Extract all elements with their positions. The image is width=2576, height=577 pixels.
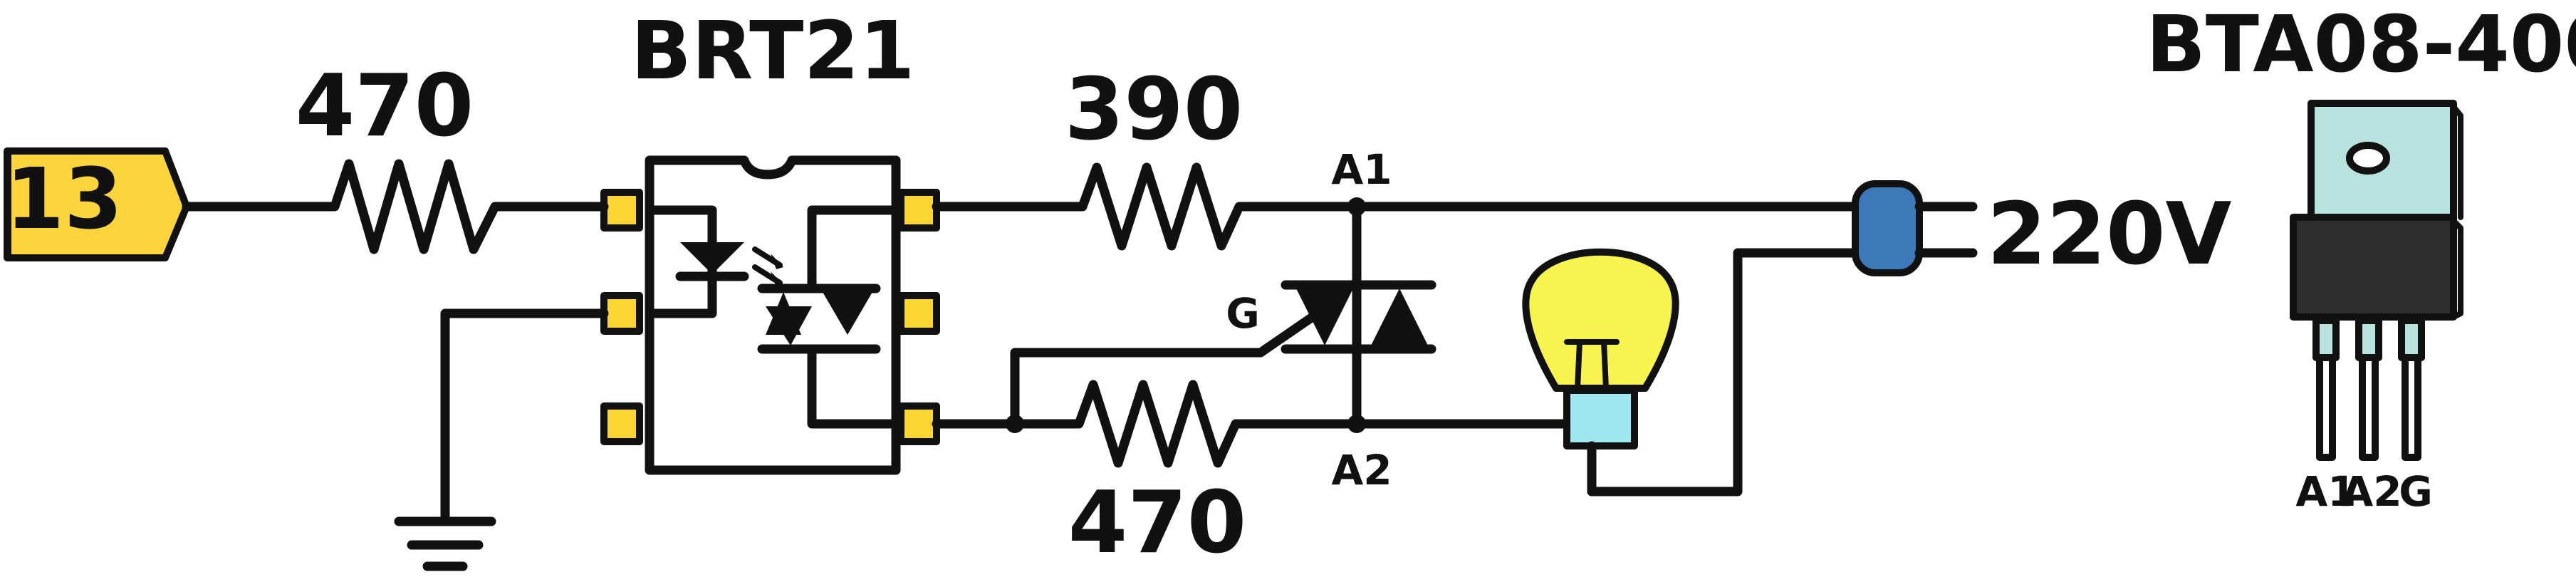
input-pin-label: 13 — [6, 150, 122, 248]
input-resistor-value: 470 — [296, 57, 474, 156]
triac-package-drawing: BTA08-400 A1 A2 G — [2146, 0, 2576, 516]
opto-pin-6 — [897, 189, 940, 232]
triac-symbol: A1 G A2 — [1226, 145, 1436, 494]
lamp — [1522, 248, 1679, 497]
optocoupler-brt21: BRT21 — [440, 5, 940, 518]
input-resistor: 470 — [182, 57, 603, 254]
series-resistor: 390 — [932, 61, 1362, 251]
triac-gate-label: G — [1226, 289, 1260, 338]
series-resistor-value: 390 — [1065, 61, 1243, 160]
opto-pin-4 — [897, 402, 940, 445]
opto-pin-3 — [600, 402, 643, 445]
package-pin-a1: A1 — [2295, 467, 2356, 516]
optocoupler-part-label: BRT21 — [631, 5, 915, 98]
gate-resistor: 470 — [932, 348, 1362, 573]
opto-pin-1 — [600, 189, 643, 232]
package-pin-a2: A2 — [2341, 467, 2402, 516]
gate-resistor-value: 470 — [1068, 474, 1247, 573]
package-title: BTA08-400 — [2146, 0, 2576, 90]
ground-symbol — [394, 472, 496, 571]
triac-a1-label: A1 — [1331, 145, 1392, 194]
opto-pin-5 — [897, 292, 940, 335]
mains-voltage-label: 220V — [1987, 185, 2231, 284]
mains-plug: 220V — [1852, 180, 2231, 284]
package-pin-g: G — [2399, 467, 2433, 516]
opto-pin-2 — [600, 292, 643, 335]
triac-a2-label: A2 — [1331, 446, 1392, 494]
input-pin-tag: 13 — [4, 147, 190, 261]
